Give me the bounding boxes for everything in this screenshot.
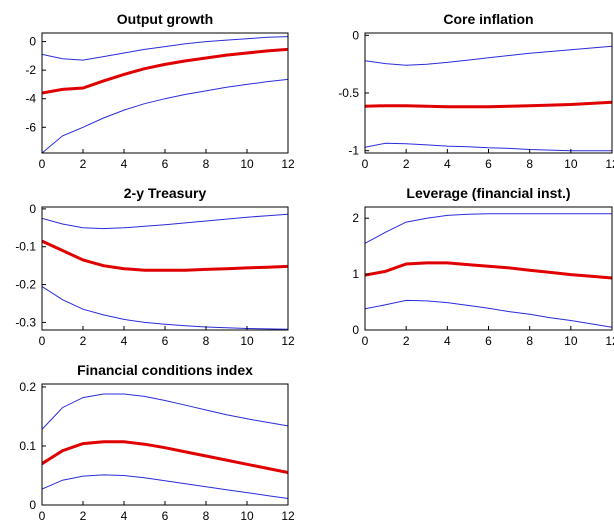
x-tick-label: 4 <box>121 509 128 523</box>
median-response-line <box>365 261 612 280</box>
chart-panel-4: Leverage (financial inst.)024681012012 <box>352 185 614 348</box>
upper-confidence-band-line <box>365 213 612 244</box>
x-tick-label: 8 <box>526 334 533 348</box>
x-tick-label: 10 <box>240 509 254 523</box>
chart-title: Core inflation <box>443 11 533 27</box>
x-tick-label: 6 <box>162 509 169 523</box>
upper-confidence-band-line <box>365 45 612 66</box>
y-tick-label: 0 <box>352 28 359 42</box>
x-tick-label: 2 <box>80 334 87 348</box>
plot-frame <box>41 32 289 154</box>
chart-panel-1: Output growth 0 2 4 6 8 10 12 0 -2 -4 -6 <box>25 11 295 171</box>
chart-title: Financial conditions index <box>77 362 253 378</box>
lower-confidence-band-line <box>42 286 288 330</box>
x-tick-label: 10 <box>240 157 254 171</box>
x-tick-label: 12 <box>281 334 295 348</box>
series-group <box>365 213 612 328</box>
x-tick-label: 12 <box>605 334 614 348</box>
x-tick-label: 0 <box>39 509 46 523</box>
y-tick-label: -2 <box>25 63 36 77</box>
median-response-line <box>42 440 288 474</box>
x-tick-label: 4 <box>121 334 128 348</box>
chart-panel-5: Financial conditions index 0 2 4 6 8 10 12 0 0.1 0… <box>19 362 295 523</box>
y-tick-label: -0.5 <box>338 86 359 100</box>
upper-confidence-band-line <box>42 393 288 430</box>
x-tick-label: 6 <box>485 334 492 348</box>
plot-frame <box>364 206 613 331</box>
series-group <box>42 36 288 153</box>
series-group <box>42 393 288 499</box>
series-group <box>365 45 612 152</box>
x-tick-label: 4 <box>121 157 128 171</box>
x-tick-label: 0 <box>362 334 369 348</box>
x-tick-label: 12 <box>281 157 295 171</box>
x-tick-label: 0 <box>39 334 46 348</box>
x-tick-label: 12 <box>605 157 614 171</box>
x-tick-label: 10 <box>240 334 254 348</box>
y-tick-label: -4 <box>25 92 36 106</box>
x-tick-label: 2 <box>80 157 87 171</box>
chart-panel-3: 2-y Treasury 0 2 4 6 8 10 12 0 -0.1 -0.2 -0.3 <box>15 185 295 348</box>
x-tick-label: 0 <box>39 157 46 171</box>
y-tick-label: 2 <box>352 211 359 225</box>
x-tick-label: 6 <box>162 334 169 348</box>
upper-confidence-band-line <box>42 213 288 230</box>
y-tick-label: 0.1 <box>19 439 36 453</box>
x-tick-label: 12 <box>281 509 295 523</box>
median-response-line <box>42 239 288 272</box>
x-tick-label: 10 <box>564 334 578 348</box>
median-response-line <box>365 100 612 109</box>
x-tick-label: 4 <box>444 334 451 348</box>
x-tick-label: 2 <box>403 157 410 171</box>
y-tick-label: -0.1 <box>15 240 36 254</box>
lower-confidence-band-line <box>42 474 288 499</box>
x-tick-label: 2 <box>403 334 410 348</box>
y-tick-label: 0 <box>29 498 36 512</box>
y-tick-label: 0 <box>352 323 359 337</box>
upper-confidence-band-line <box>42 36 288 61</box>
y-tick-label: -1 <box>348 144 359 158</box>
median-response-line <box>42 47 288 95</box>
x-tick-label: 8 <box>526 157 533 171</box>
chart-panel-2: Core inflation 0 2 4 6 8 10 12 0 -0.5 -1 <box>338 11 614 171</box>
x-tick-label: 10 <box>564 157 578 171</box>
x-tick-label: 2 <box>80 509 87 523</box>
lower-confidence-band-line <box>42 78 288 153</box>
x-tick-label: 4 <box>444 157 451 171</box>
y-tick-label: -0.2 <box>15 278 36 292</box>
y-tick-label: 0 <box>29 202 36 216</box>
x-tick-label: 6 <box>162 157 169 171</box>
chart-title: Leverage (financial inst.) <box>406 185 570 201</box>
plot-frame <box>364 32 613 154</box>
y-tick-label: 1 <box>352 267 359 281</box>
x-tick-label: 8 <box>203 157 210 171</box>
y-tick-label: 0.2 <box>19 380 36 394</box>
x-tick-label: 0 <box>362 157 369 171</box>
x-tick-label: 8 <box>203 334 210 348</box>
chart-title: 2-y Treasury <box>124 185 207 201</box>
x-tick-label: 6 <box>485 157 492 171</box>
x-tick-label: 8 <box>203 509 210 523</box>
y-tick-label: 0 <box>29 35 36 49</box>
y-tick-label: -6 <box>25 120 36 134</box>
chart-title: Output growth <box>117 11 213 27</box>
y-tick-label: -0.3 <box>15 315 36 329</box>
series-group <box>42 213 288 330</box>
lower-confidence-band-line <box>365 299 612 328</box>
